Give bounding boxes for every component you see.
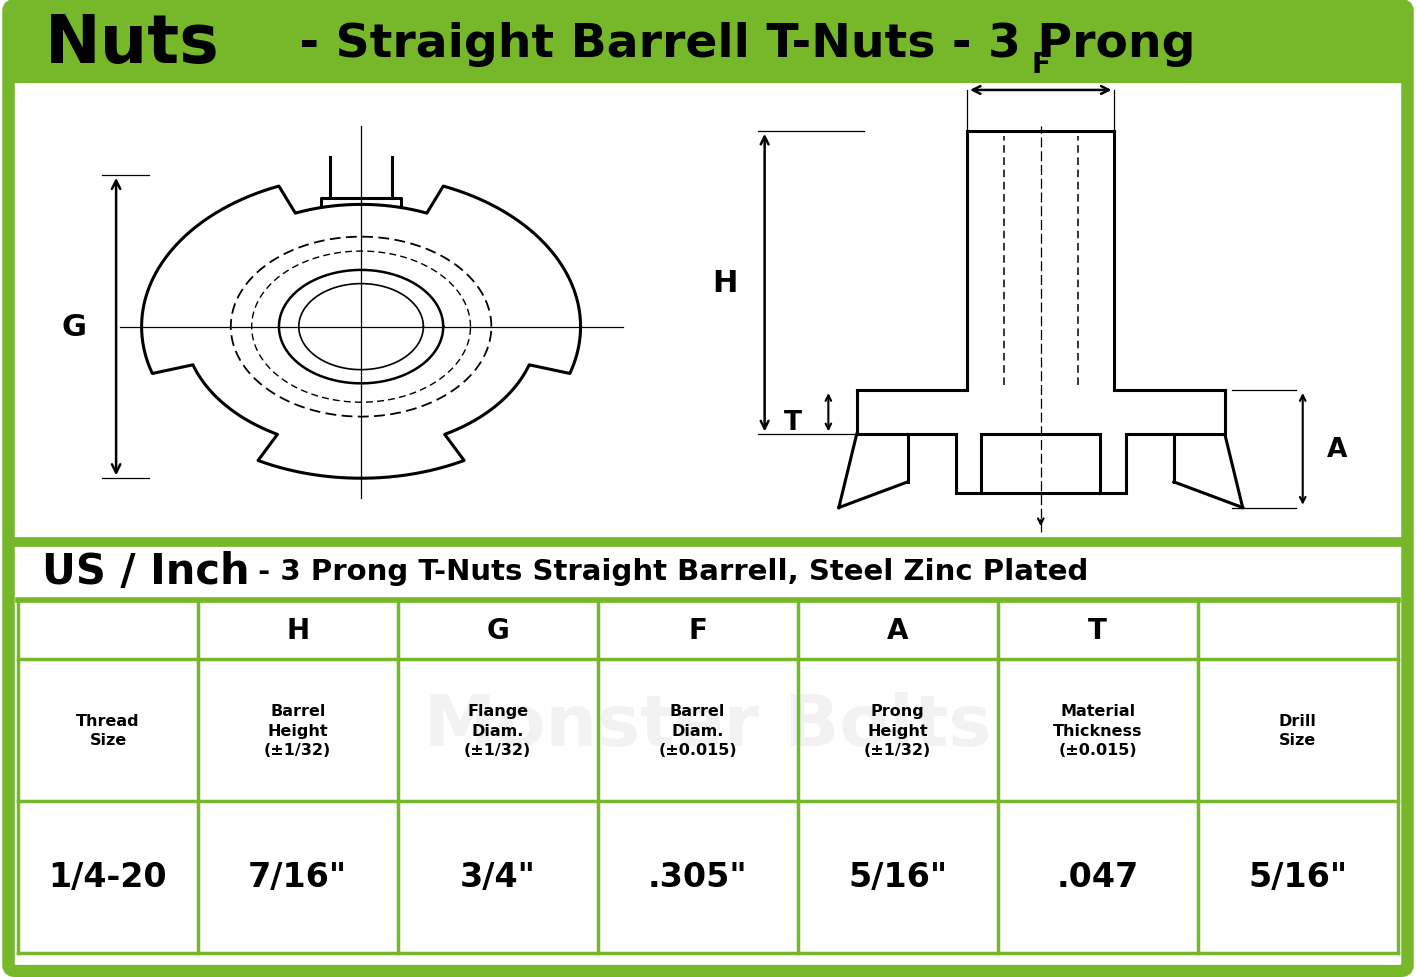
Text: Barrel
Height
(±1/32): Barrel Height (±1/32) [263,703,331,757]
Text: G: G [486,616,508,644]
Text: H: H [286,616,309,644]
FancyBboxPatch shape [8,6,1408,971]
Text: T: T [784,409,801,436]
Text: A: A [1327,437,1347,462]
Text: G: G [61,313,86,342]
Text: A: A [886,616,909,644]
Text: Prong
Height
(±1/32): Prong Height (±1/32) [864,703,932,757]
Text: 5/16": 5/16" [1247,861,1347,893]
Bar [17,12,1399,80]
Text: .047: .047 [1056,861,1138,893]
Text: T: T [1087,616,1107,644]
Text: H: H [712,269,738,298]
Text: 7/16": 7/16" [248,861,347,893]
Text: F: F [1031,51,1051,79]
Text: - Straight Barrell T-Nuts - 3 Prong: - Straight Barrell T-Nuts - 3 Prong [283,21,1195,66]
Text: Material
Thickness
(±0.015): Material Thickness (±0.015) [1054,703,1143,757]
Text: Barrel
Diam.
(±0.015): Barrel Diam. (±0.015) [658,703,736,757]
Text: Monster Bolts: Monster Bolts [425,691,991,760]
Text: 5/16": 5/16" [848,861,947,893]
Text: Drill
Size: Drill Size [1279,713,1317,747]
Text: Flange
Diam.
(±1/32): Flange Diam. (±1/32) [464,703,531,757]
Text: - 3 Prong T-Nuts Straight Barrell, Steel Zinc Plated: - 3 Prong T-Nuts Straight Barrell, Steel… [248,558,1087,585]
Text: F: F [688,616,707,644]
Text: US / Inch: US / Inch [42,551,251,592]
Text: Thread
Size: Thread Size [76,713,140,747]
Text: 1/4-20: 1/4-20 [48,861,167,893]
Text: 3/4": 3/4" [460,861,535,893]
Text: Nuts: Nuts [45,11,219,77]
FancyBboxPatch shape [11,6,1405,84]
Text: .305": .305" [649,861,748,893]
